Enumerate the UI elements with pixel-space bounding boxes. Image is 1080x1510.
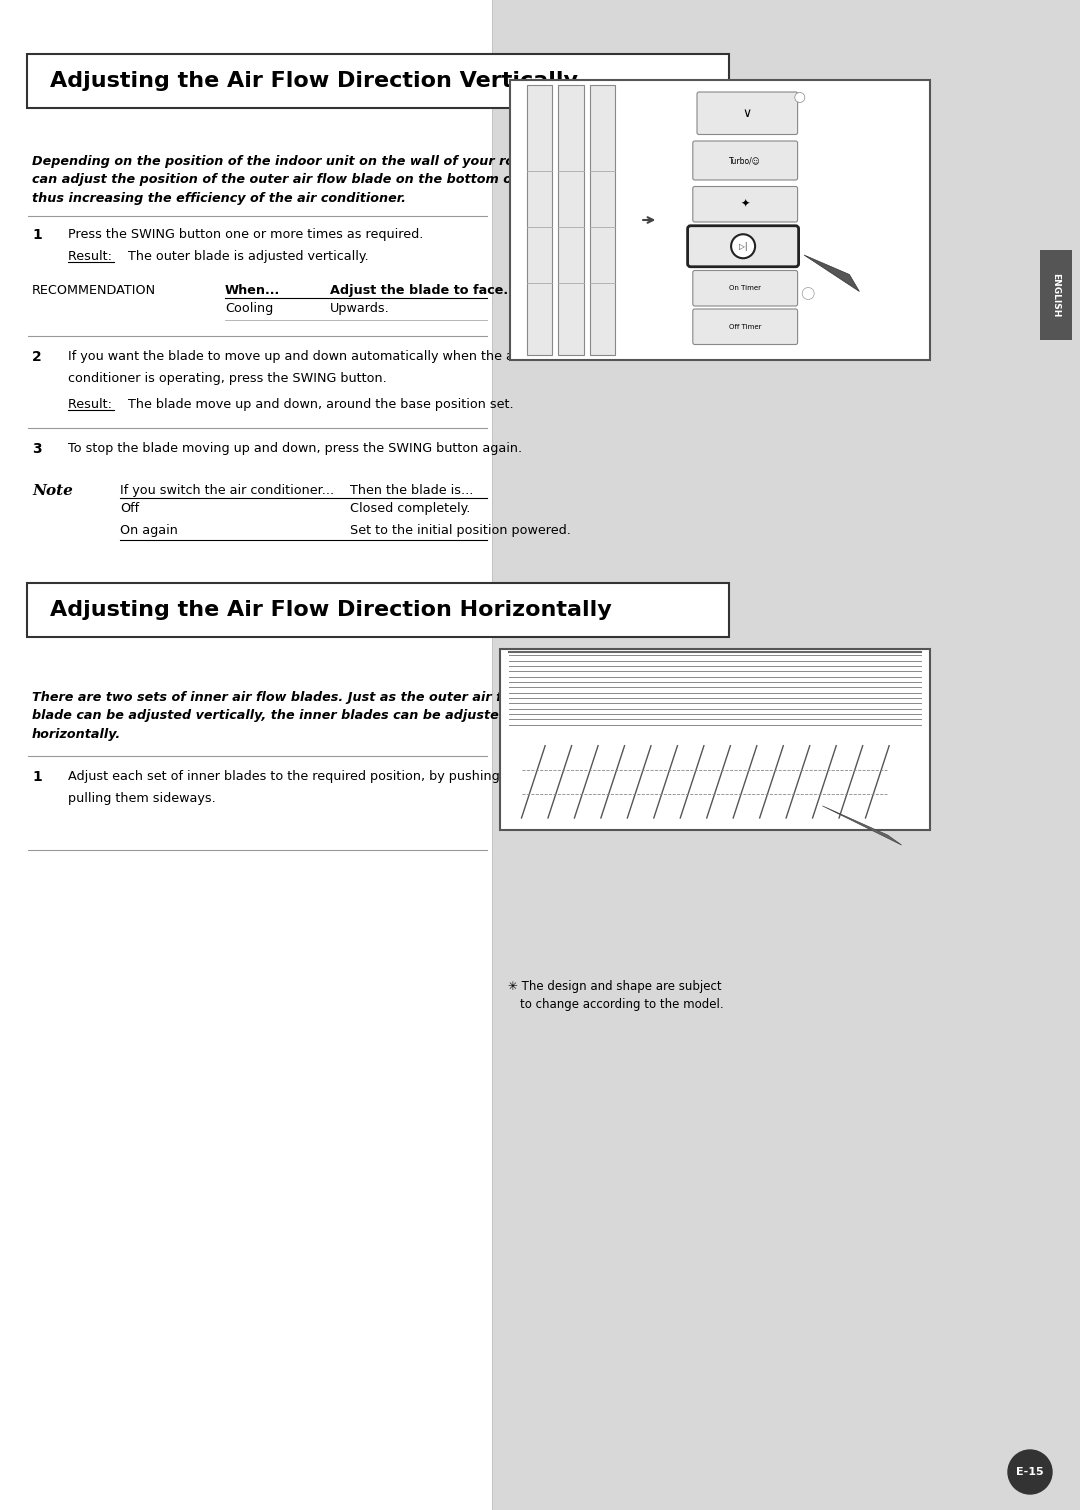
Bar xyxy=(0,0,492,1510)
Circle shape xyxy=(802,287,814,299)
Text: Adjusting the Air Flow Direction Vertically: Adjusting the Air Flow Direction Vertica… xyxy=(50,71,578,91)
FancyBboxPatch shape xyxy=(688,226,798,267)
Circle shape xyxy=(795,92,805,103)
Text: Cooling: Cooling xyxy=(225,302,273,316)
Text: 3: 3 xyxy=(32,442,42,456)
Text: Result:    The outer blade is adjusted vertically.: Result: The outer blade is adjusted vert… xyxy=(68,251,368,263)
Text: When...: When... xyxy=(225,284,280,297)
Circle shape xyxy=(731,234,755,258)
Text: Off: Off xyxy=(120,501,139,515)
Text: If you want the blade to move up and down automatically when the air: If you want the blade to move up and dow… xyxy=(68,350,523,362)
Text: ∨: ∨ xyxy=(743,107,752,119)
Text: Note: Note xyxy=(32,485,72,498)
Bar xyxy=(527,85,552,355)
Text: Adjust the blade to face...: Adjust the blade to face... xyxy=(330,284,517,297)
FancyBboxPatch shape xyxy=(697,92,798,134)
Text: 2: 2 xyxy=(32,350,42,364)
Bar xyxy=(500,649,930,830)
Text: Closed completely.: Closed completely. xyxy=(350,501,471,515)
FancyBboxPatch shape xyxy=(27,54,729,109)
Text: ✳ The design and shape are subject: ✳ The design and shape are subject xyxy=(508,980,721,994)
Text: Set to the initial position powered.: Set to the initial position powered. xyxy=(350,524,571,538)
Text: On Timer: On Timer xyxy=(729,285,761,291)
Text: Off Timer: Off Timer xyxy=(729,323,761,329)
Text: RECOMMENDATION: RECOMMENDATION xyxy=(32,284,157,297)
Text: Turbo/☺: Turbo/☺ xyxy=(729,156,761,165)
Bar xyxy=(510,80,930,359)
FancyBboxPatch shape xyxy=(692,270,798,307)
Text: Depending on the position of the indoor unit on the wall of your room, you
can a: Depending on the position of the indoor … xyxy=(32,156,584,205)
FancyBboxPatch shape xyxy=(692,310,798,344)
Text: 1: 1 xyxy=(32,770,42,784)
Text: Adjust each set of inner blades to the required position, by pushing or: Adjust each set of inner blades to the r… xyxy=(68,770,517,784)
Text: ENGLISH: ENGLISH xyxy=(1052,273,1061,317)
Text: 1: 1 xyxy=(32,228,42,242)
Text: Adjusting the Air Flow Direction Horizontally: Adjusting the Air Flow Direction Horizon… xyxy=(50,599,611,621)
Text: Result:    The blade move up and down, around the base position set.: Result: The blade move up and down, arou… xyxy=(68,399,514,411)
Bar xyxy=(1040,251,1072,340)
Text: Press the SWING button one or more times as required.: Press the SWING button one or more times… xyxy=(68,228,423,242)
Text: ▷|: ▷| xyxy=(739,242,747,251)
Polygon shape xyxy=(804,255,860,291)
Text: Upwards.: Upwards. xyxy=(330,302,390,316)
Bar xyxy=(590,85,615,355)
Text: There are two sets of inner air flow blades. Just as the outer air flow
blade ca: There are two sets of inner air flow bla… xyxy=(32,692,527,741)
Bar xyxy=(558,85,583,355)
Text: E-15: E-15 xyxy=(1016,1468,1043,1477)
Text: to change according to the model.: to change according to the model. xyxy=(519,998,724,1012)
FancyBboxPatch shape xyxy=(692,140,798,180)
FancyBboxPatch shape xyxy=(692,187,798,222)
Text: Then the blade is...: Then the blade is... xyxy=(350,485,473,497)
Circle shape xyxy=(1008,1450,1052,1493)
FancyBboxPatch shape xyxy=(27,583,729,637)
Polygon shape xyxy=(823,806,902,846)
Text: ✦: ✦ xyxy=(741,199,750,210)
Text: On again: On again xyxy=(120,524,178,538)
Text: pulling them sideways.: pulling them sideways. xyxy=(68,793,216,805)
Text: If you switch the air conditioner...: If you switch the air conditioner... xyxy=(120,485,334,497)
Text: To stop the blade moving up and down, press the SWING button again.: To stop the blade moving up and down, pr… xyxy=(68,442,522,455)
Text: conditioner is operating, press the SWING button.: conditioner is operating, press the SWIN… xyxy=(68,371,387,385)
